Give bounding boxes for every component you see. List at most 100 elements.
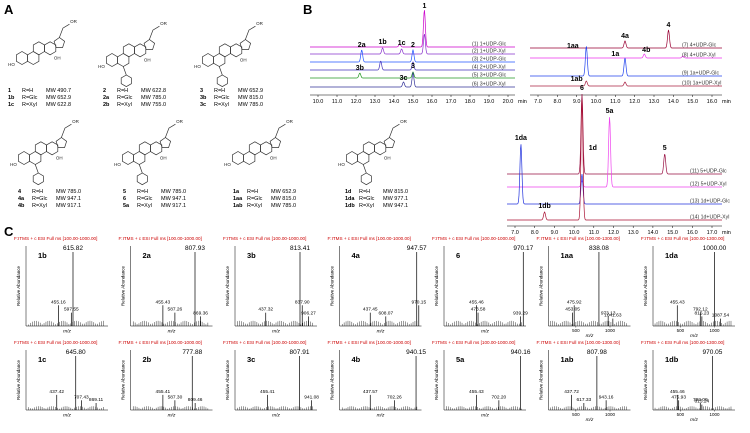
peak-label: 1087.54 [712, 313, 730, 319]
compound-label: 2a [143, 251, 152, 260]
compound-label: 1db [665, 355, 679, 364]
structure-bond [122, 66, 127, 76]
compound-id: 1ab [233, 203, 243, 209]
molecular-weight: MW 917.1 [161, 203, 186, 209]
structure-ring [46, 141, 59, 156]
molecular-weight: MW 947.1 [161, 196, 186, 202]
peak-label: 437.42 [49, 389, 64, 395]
atom-label: HO [10, 162, 17, 167]
peak-label: 869.36 [193, 310, 208, 316]
chromatogram-trace [310, 10, 515, 48]
peak-label: 597.55 [64, 307, 79, 313]
peak-label: 455.41 [156, 389, 171, 395]
peak-label: 970.05 [703, 349, 723, 356]
atom-label: OR [256, 21, 264, 26]
structure-ring [230, 43, 243, 58]
panel-label: B [303, 2, 312, 17]
peak-label: 807.93 [185, 245, 205, 252]
peak-label: 807.91 [290, 349, 310, 356]
peak-label: 475.92 [567, 299, 582, 305]
compound-label: 1ab [561, 355, 574, 364]
atom-label: HO [114, 162, 121, 167]
y-axis-label: Relative Abundance [539, 359, 544, 400]
substituent: R=Glc [247, 196, 263, 202]
y-axis-label: Relative Abundance [434, 359, 439, 400]
structure-ring [239, 39, 252, 50]
substituent: R=Xyl [214, 102, 229, 108]
peak-label: 1da [515, 135, 527, 142]
compound-id: 2b [103, 102, 110, 108]
x-tick-label: 500 [677, 412, 685, 417]
molecular-weight: MW 785.0 [161, 189, 186, 195]
atom-label: OR [72, 119, 80, 124]
structure-ring [218, 43, 231, 58]
x-tick-label: 7.0 [534, 99, 542, 105]
peak-label: 587.26 [168, 307, 183, 313]
chromatogram-trace [310, 71, 515, 79]
x-tick-label: 500 [572, 412, 580, 417]
axis-unit: min [722, 99, 731, 105]
peak-label: 1db [538, 203, 550, 210]
molecular-weight: MW 652.9 [46, 95, 71, 101]
x-tick-label: 16.0 [427, 99, 438, 105]
structure-ring [232, 151, 244, 165]
x-axis-label: m/z [377, 413, 385, 419]
peak-label: 1041.63 [604, 313, 622, 319]
spectrum-header: F:ITMS + c ESI Full ms [100.00-1000.00] [432, 340, 515, 345]
peak-label: 1 [422, 3, 426, 10]
x-axis-label: m/z [168, 329, 176, 335]
molecular-weight: MW 785.0 [271, 203, 296, 209]
atom-label: OH [240, 57, 247, 62]
molecular-weight: MW 947.1 [56, 196, 81, 202]
structure-bond [362, 164, 367, 174]
peak-label: 1a [611, 51, 619, 58]
structure-ring [269, 137, 282, 148]
structure-ring [362, 141, 375, 156]
y-axis-label: Relative Abundance [643, 359, 648, 400]
molecular-weight: MW 815.0 [238, 95, 263, 101]
structure-bond [389, 123, 400, 138]
peak-label: 837.90 [295, 299, 310, 305]
peak-label: 943.16 [599, 394, 614, 400]
structure-bond [218, 66, 223, 76]
x-tick-label: 19.0 [484, 99, 495, 105]
x-tick-label: 7.0 [511, 230, 519, 236]
peak-label: 475.93 [671, 394, 686, 400]
peak-label: 5 [663, 145, 667, 152]
substituent: R=Xyl [22, 102, 37, 108]
structure-ring [122, 43, 135, 58]
substituent: R=H [117, 88, 128, 94]
sugar-ring [360, 172, 372, 186]
x-axis-label: m/z [586, 333, 594, 339]
compound-id: 3c [200, 102, 206, 108]
structure-ring [374, 141, 387, 156]
x-axis-label: m/z [168, 413, 176, 419]
panel-label: A [4, 2, 14, 17]
compound-label: 2b [143, 355, 152, 364]
atom-label: OR [70, 19, 78, 24]
substituent: R=Glc [117, 95, 133, 101]
peak-label: 455.46 [670, 389, 685, 395]
trace-label: (8) 4+UDP-Xyl [682, 53, 716, 59]
molecular-weight: MW 977.1 [383, 196, 408, 202]
compound-id: 1c [8, 102, 14, 108]
chromatogram-trace [530, 29, 722, 49]
trace-label: (3) 2+UDP-Glc [472, 57, 507, 63]
atom-label: OR [400, 119, 408, 124]
x-tick-label: 9.0 [551, 230, 559, 236]
sugar-ring [32, 172, 44, 186]
peak-label: 970.15 [411, 299, 426, 305]
peak-label: 2 [411, 42, 415, 49]
substituent: R=H [137, 189, 148, 195]
spectrum-header: F:ITMS + c ESI Full ms [100.00-1000.00] [14, 340, 97, 345]
x-axis-label: m/z [377, 329, 385, 335]
atom-label: OR [286, 119, 294, 124]
compound-id: 5 [123, 189, 126, 195]
atom-label: OH [384, 155, 391, 160]
compound-label: 3c [247, 355, 255, 364]
y-axis-label: Relative Abundance [330, 359, 335, 400]
molecular-weight: MW 785.0 [238, 102, 263, 108]
compound-id: 4a [18, 196, 25, 202]
spectrum-header: F:ITMS + c ESI Full ms [100.00-1300.00] [537, 340, 620, 345]
x-tick-label: 10.0 [591, 99, 602, 105]
